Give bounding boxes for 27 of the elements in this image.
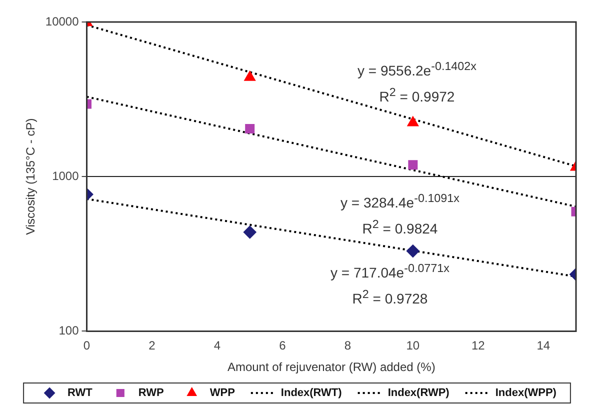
y-tick-label: 100: [58, 324, 80, 338]
legend-label: WPP: [210, 387, 235, 400]
annotation: y = 9556.2e$^{-0.1402x}$: [358, 60, 476, 79]
x-tick-label: 6: [279, 338, 286, 353]
annotation: R$^{2}$ = 0.9824: [362, 218, 438, 237]
x-tick-label: 2: [148, 338, 156, 353]
legend-label: Index(RWT): [280, 387, 342, 400]
x-tick-label: 8: [344, 338, 352, 353]
y-axis-title: Viscosity (135°C - cP): [24, 118, 38, 235]
y-tick-label: 1000: [52, 168, 80, 183]
legend-label: RWP: [138, 387, 164, 400]
x-tick-label: 4: [214, 338, 221, 353]
annotation: R$^{2}$ = 0.9972: [379, 86, 455, 105]
point: [244, 70, 256, 81]
x-tick-label: 12: [471, 338, 486, 353]
y-tick-label: 10000: [45, 14, 80, 28]
annotation: R$^{2}$ = 0.9728: [352, 288, 428, 307]
point: [407, 116, 419, 126]
x-tick-label: 10: [406, 338, 420, 353]
legend-label: Index(RWP): [388, 387, 450, 400]
x-tick-label: 0: [83, 338, 90, 353]
annotation: y = 3284.4e$^{-0.1091x}$: [340, 192, 460, 211]
x-axis-title: Amount of rejuvenator (RW) added (%): [227, 360, 436, 374]
annotation: y = 717.04e$^{-0.0771x}$: [330, 262, 450, 281]
legend-label: RWT: [68, 387, 93, 400]
legend-label: Index(WPP): [495, 387, 557, 400]
x-tick-label: 14: [536, 338, 550, 353]
